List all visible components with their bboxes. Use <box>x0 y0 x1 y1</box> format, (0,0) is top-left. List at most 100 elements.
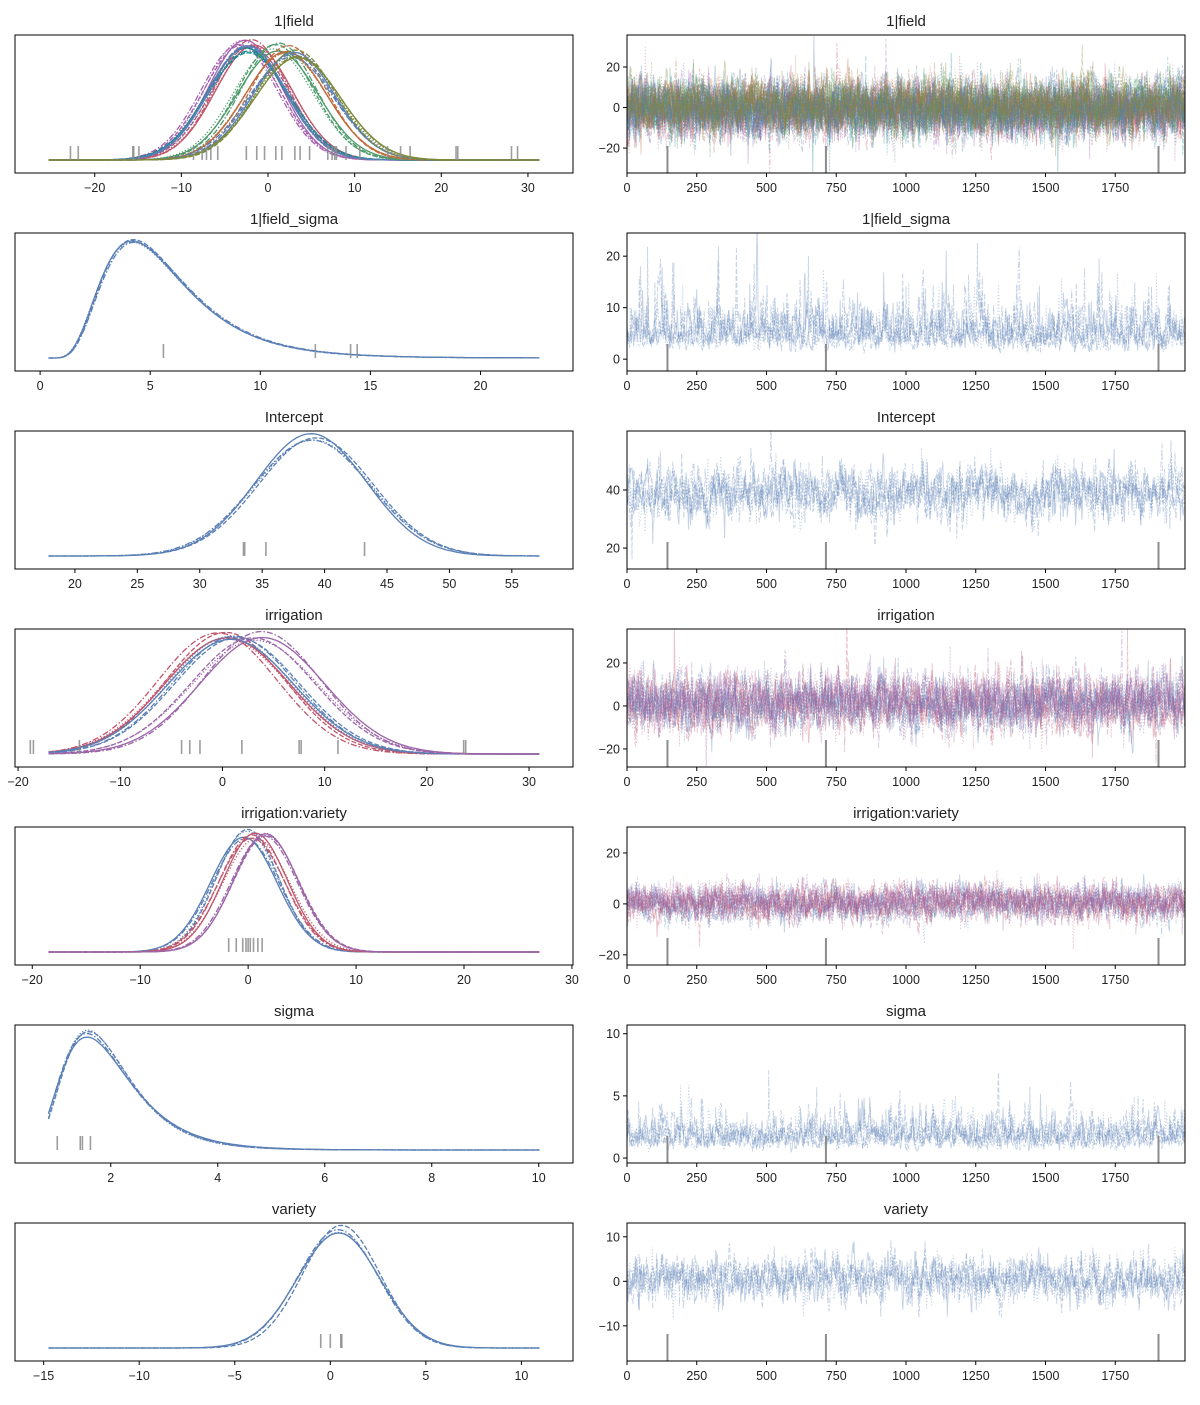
trace-line <box>627 447 1185 560</box>
trace-line <box>627 1243 1185 1317</box>
trace-line <box>627 58 1185 155</box>
trace-line <box>627 646 1185 749</box>
x-tick-label: 30 <box>522 775 536 789</box>
x-tick-label: 1000 <box>892 379 920 393</box>
x-tick-label: 1000 <box>892 181 920 195</box>
trace-line <box>627 448 1185 544</box>
x-tick-label: 5 <box>147 379 154 393</box>
kde-line <box>48 638 540 755</box>
trace-axes: 0 250 500 750 1000 1250 1500 1750 20 0 −20 <box>599 34 1186 195</box>
panel-row: 1|field_sigma 1|field_sigma 0 5 10 15 20 0 250 50… <box>14 211 1186 393</box>
kde-line <box>48 1224 540 1349</box>
trace-line <box>627 65 1185 150</box>
trace-axes: 0 250 500 750 1000 1250 1500 1750 20 0 −20 <box>599 628 1186 789</box>
trace-line <box>627 1240 1185 1318</box>
trace-axes: 0 250 500 750 1000 1250 1500 1750 0 5 10 <box>606 1024 1186 1185</box>
trace-line <box>627 67 1185 156</box>
y-tick-label: −20 <box>599 948 620 962</box>
kde-line <box>48 239 540 359</box>
trace-line <box>627 873 1185 928</box>
kde-line <box>48 631 540 755</box>
x-tick-label: 1750 <box>1101 1369 1129 1383</box>
trace-line <box>627 874 1185 937</box>
x-tick-label: 1000 <box>892 1171 920 1185</box>
trace-line <box>627 662 1185 740</box>
left-panel-title: sigma <box>274 1003 315 1020</box>
x-tick-label: 750 <box>826 379 847 393</box>
x-tick-label: 25 <box>130 577 144 591</box>
x-tick-label: 45 <box>380 577 394 591</box>
trace-line <box>627 65 1185 153</box>
right-panel-title: Intercept <box>877 409 936 426</box>
kde-axes: −20 −10 0 10 20 30 <box>14 826 579 987</box>
x-tick-label: 20 <box>434 181 448 195</box>
kde-line <box>48 637 540 755</box>
trace-line <box>627 63 1185 149</box>
x-tick-label: 1000 <box>892 775 920 789</box>
kde-line <box>48 439 540 557</box>
trace-line <box>627 58 1185 148</box>
kde-line <box>48 240 540 359</box>
x-tick-label: 500 <box>756 577 777 591</box>
x-tick-label: 1250 <box>962 775 990 789</box>
trace-line <box>627 66 1185 164</box>
x-tick-label: 0 <box>624 1369 631 1383</box>
x-tick-label: −20 <box>7 775 28 789</box>
trace-line <box>627 61 1185 155</box>
trace-line <box>627 869 1185 950</box>
trace-line <box>627 242 1185 354</box>
trace-line <box>627 873 1185 935</box>
panel-row: irrigation irrigation −20 −10 0 10 20 30 0 250 500… <box>7 607 1186 789</box>
trace-line <box>627 57 1185 149</box>
kde-line <box>48 630 540 755</box>
trace-line <box>627 45 1185 149</box>
x-tick-label: 750 <box>826 181 847 195</box>
kde-line <box>47 1032 540 1151</box>
x-tick-label: −15 <box>33 1369 54 1383</box>
trace-line <box>627 875 1185 937</box>
x-tick-label: 30 <box>521 181 535 195</box>
y-tick-label: 10 <box>606 1027 620 1041</box>
kde-line <box>48 635 540 755</box>
x-tick-label: 0 <box>624 775 631 789</box>
trace-axes: 0 250 500 750 1000 1250 1500 1750 20 0 −20 <box>599 826 1186 987</box>
trace-line <box>627 67 1185 153</box>
axes-frame <box>14 1024 574 1164</box>
left-panel-title: 1|field <box>274 13 314 30</box>
x-tick-label: 0 <box>327 1369 334 1383</box>
axes-frame <box>14 430 574 570</box>
kde-line <box>48 45 540 161</box>
kde-line <box>47 1030 540 1151</box>
x-tick-label: 55 <box>505 577 519 591</box>
trace-line <box>627 873 1185 932</box>
y-tick-label: 0 <box>613 101 620 115</box>
y-tick-label: −20 <box>599 742 620 756</box>
x-tick-label: 10 <box>349 973 363 987</box>
kde-axes: 2 4 6 8 10 <box>14 1024 574 1185</box>
panel-row: irrigation:variety irrigation:variety−20−… <box>14 805 1186 987</box>
x-tick-label: 1500 <box>1032 379 1060 393</box>
kde-line <box>48 241 540 359</box>
x-tick-label: 250 <box>686 1171 707 1185</box>
x-tick-label: 30 <box>565 973 579 987</box>
x-tick-label: 1250 <box>962 379 990 393</box>
x-tick-label: 750 <box>826 1171 847 1185</box>
trace-line <box>627 657 1185 754</box>
kde-line <box>48 56 540 161</box>
kde-line <box>47 1036 540 1151</box>
right-panel-title: irrigation:variety <box>853 805 959 822</box>
x-tick-label: 8 <box>428 1171 435 1185</box>
kde-line <box>48 1229 540 1349</box>
trace-line <box>627 1246 1185 1320</box>
axes-frame <box>14 1222 574 1362</box>
y-tick-label: 40 <box>606 483 620 497</box>
x-tick-label: 750 <box>826 775 847 789</box>
trace-line <box>627 1084 1185 1153</box>
kde-axes: 20 25 30 35 40 45 50 55 <box>14 430 574 591</box>
x-tick-label: 40 <box>318 577 332 591</box>
trace-axes: 0 250 500 750 1000 1250 1500 1750 0 10 20 <box>606 232 1186 393</box>
x-tick-label: 250 <box>686 577 707 591</box>
x-tick-label: 15 <box>363 379 377 393</box>
y-tick-label: 5 <box>613 1089 620 1103</box>
